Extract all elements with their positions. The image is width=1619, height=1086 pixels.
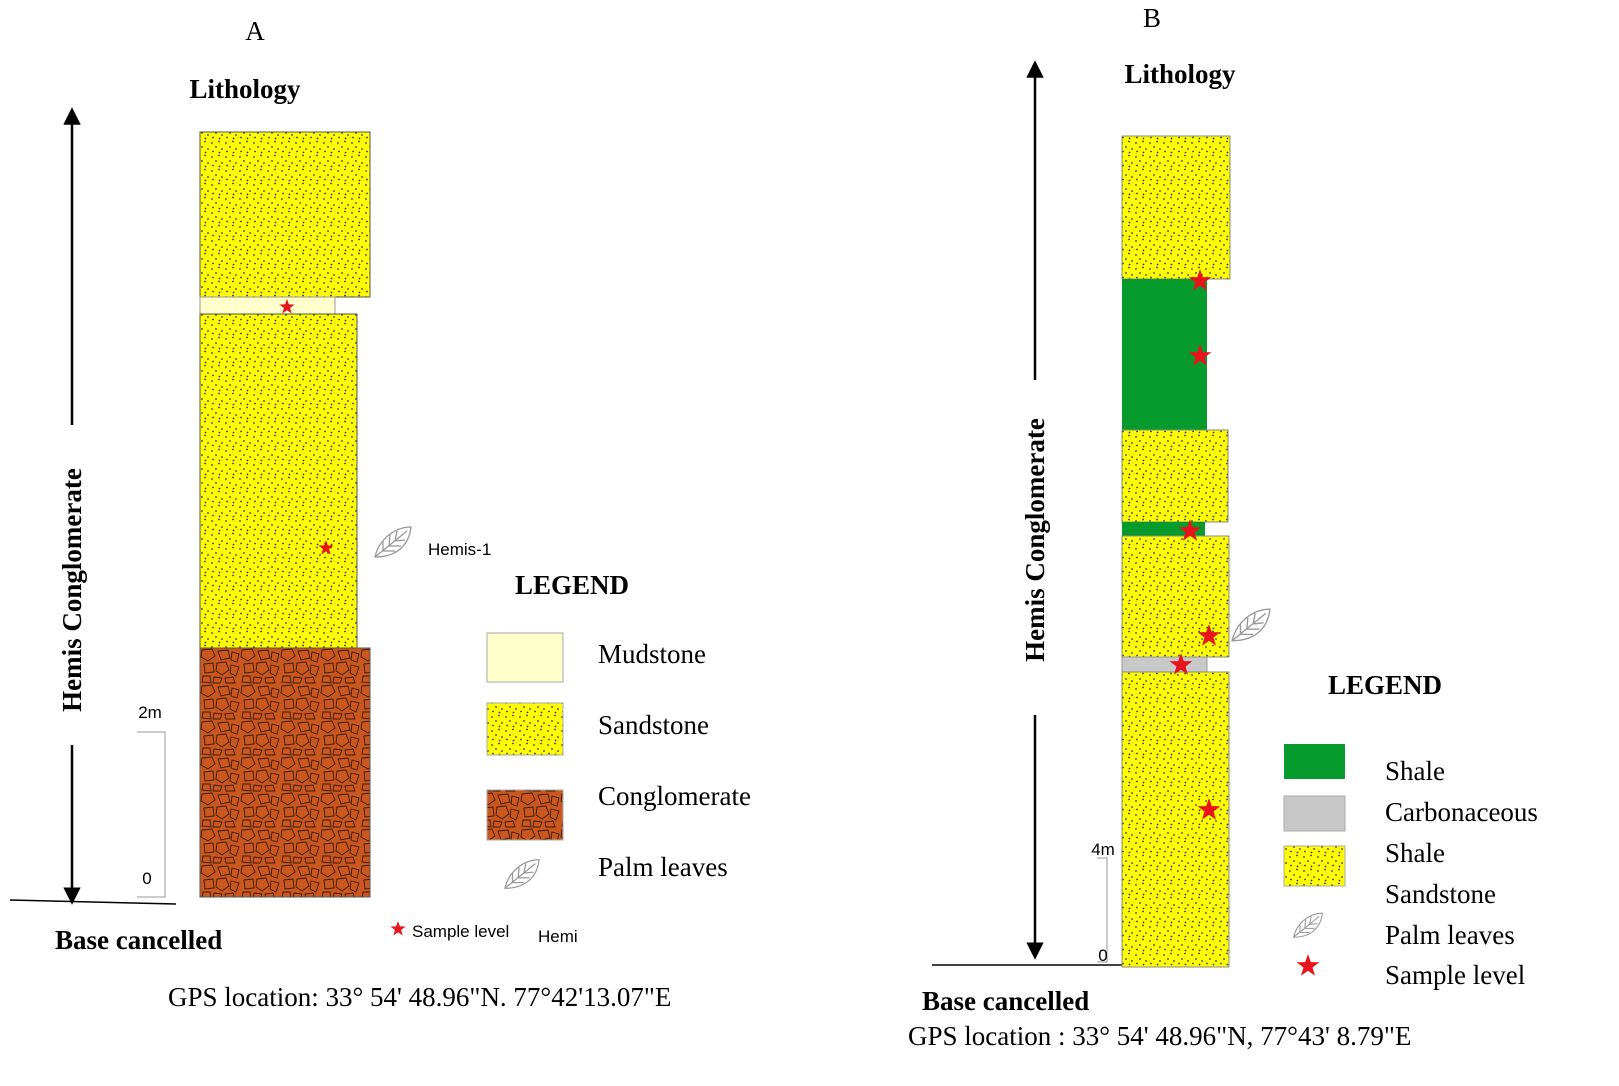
- formation-label: Hemis Conglomerate: [57, 468, 87, 712]
- sandstone-layer: [1122, 136, 1230, 279]
- legend-item: Sample level: [1385, 960, 1525, 990]
- palm-leaf-icon: [375, 527, 411, 557]
- sandstone-layer: [1122, 430, 1228, 522]
- legend-leaf: [505, 860, 539, 889]
- legend-swatch: [487, 790, 563, 840]
- sandstone-layer: [200, 132, 370, 297]
- legend-swatch: [1284, 796, 1345, 831]
- carbonaceous-shale-layer: [1122, 657, 1207, 672]
- scale-top: 4m: [1091, 840, 1115, 859]
- legend-item: Sandstone: [1385, 879, 1496, 909]
- mudstone-layer: [200, 297, 335, 314]
- scale-bottom: 0: [142, 869, 151, 888]
- legend-item: Palm leaves: [1385, 920, 1515, 950]
- base-label: Base cancelled: [922, 986, 1089, 1016]
- legend-swatch: [1284, 744, 1345, 779]
- gps: GPS location : 33° 54' 48.96"N, 77°43' 8…: [908, 1021, 1411, 1051]
- scale-top: 2m: [138, 703, 162, 722]
- sample-name: Hemis-1: [428, 540, 491, 559]
- legend-title: LEGEND: [515, 570, 629, 600]
- gps: GPS location: 33° 54' 48.96"N. 77°42'13.…: [168, 982, 671, 1012]
- base-line: [10, 900, 176, 904]
- legend-item: Mudstone: [598, 639, 706, 669]
- legend-item: Shale: [1385, 838, 1445, 868]
- legend-swatch: [1284, 846, 1345, 886]
- palm-leaf-icon: [1232, 609, 1270, 641]
- panel-a: A Lithology Hemis Conglomerate Hemis-1 2…: [10, 16, 751, 1012]
- formation-label: Hemis Conglomerate: [1020, 418, 1050, 662]
- panel-b: B Lithology Hemis Conglomerate 4m 0 Base…: [908, 3, 1538, 1051]
- sample-star: [390, 921, 405, 935]
- lithology-title: Lithology: [1124, 59, 1236, 89]
- conglomerate-layer: [200, 648, 370, 897]
- legend-item: Conglomerate: [598, 781, 751, 811]
- lithology-title: Lithology: [189, 74, 301, 104]
- sandstone-layer: [200, 314, 357, 650]
- panel-label: A: [245, 16, 265, 46]
- legend-title: LEGEND: [1328, 670, 1442, 700]
- legend-leaf: [1294, 913, 1323, 937]
- legend-star: [1297, 954, 1320, 976]
- figure: A Lithology Hemis Conglomerate Hemis-1 2…: [0, 0, 1619, 1086]
- sample-note: Sample level: [412, 922, 509, 941]
- base-label: Base cancelled: [55, 925, 222, 955]
- legend-item: Sandstone: [598, 710, 709, 740]
- scale-bottom: 0: [1098, 946, 1107, 965]
- legend-swatch: [487, 703, 563, 755]
- sandstone-layer: [1122, 672, 1229, 967]
- legend-swatch: [487, 633, 563, 682]
- sample-note-suffix: Hemi: [538, 927, 578, 946]
- panel-label: B: [1143, 3, 1161, 33]
- legend-item: Shale: [1385, 756, 1445, 786]
- legend-item: Carbonaceous: [1385, 797, 1538, 827]
- legend-item: Palm leaves: [598, 852, 728, 882]
